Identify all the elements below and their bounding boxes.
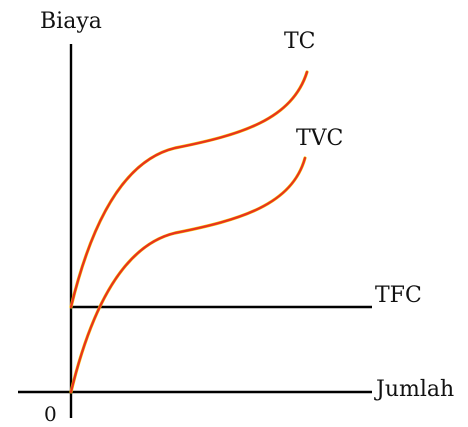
y-axis-label: Biaya	[40, 9, 102, 34]
tvc-curve	[69, 156, 307, 394]
tc-label: TC	[284, 29, 316, 54]
x-axis-label: Jumlah	[374, 377, 454, 402]
origin-label: 0	[44, 402, 57, 426]
tvc-label: TVC	[296, 126, 343, 151]
tfc-label: TFC	[375, 283, 422, 308]
tc-curve	[69, 70, 309, 309]
